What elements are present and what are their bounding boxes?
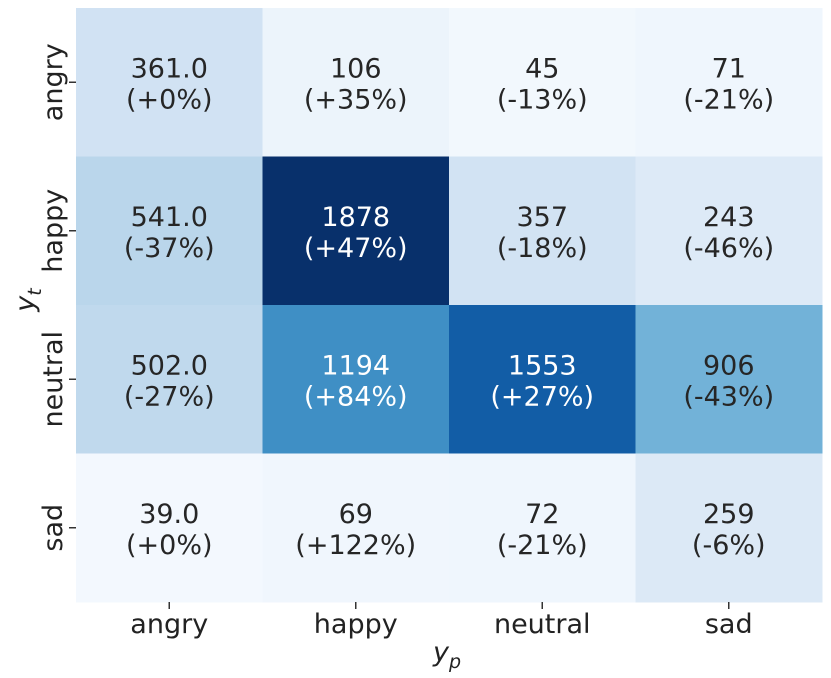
heatmap-cell-neutral-neutral bbox=[449, 305, 636, 454]
heatmap-cell-happy-sad bbox=[635, 156, 823, 306]
cell-change-label: (-27%) bbox=[124, 381, 215, 412]
heatmap-cell-sad-neutral bbox=[449, 453, 636, 603]
cell-value-label: 1553 bbox=[508, 350, 577, 381]
y-tick-label-sad: sad bbox=[38, 504, 69, 552]
cell-value-label: 906 bbox=[703, 350, 755, 381]
cell-change-label: (-13%) bbox=[497, 84, 588, 115]
cell-change-label: (+35%) bbox=[304, 84, 408, 115]
heatmap-cell-neutral-sad bbox=[635, 305, 823, 454]
cell-change-label: (+27%) bbox=[490, 381, 594, 412]
cell-change-label: (+0%) bbox=[126, 530, 213, 561]
cell-value-label: 541.0 bbox=[131, 202, 208, 233]
cell-value-label: 502.0 bbox=[131, 350, 208, 381]
x-axis-label: yp bbox=[432, 637, 461, 673]
cell-change-label: (+0%) bbox=[126, 84, 213, 115]
cell-change-label: (-6%) bbox=[692, 530, 766, 561]
y-axis-ticks: angry happy neutral sad bbox=[38, 43, 76, 552]
y-tick-label-angry: angry bbox=[38, 43, 69, 121]
cell-value-label: 1194 bbox=[321, 350, 390, 381]
heatmap-cell-angry-neutral bbox=[449, 8, 636, 157]
cell-value-label: 71 bbox=[712, 53, 746, 84]
cell-change-label: (-21%) bbox=[497, 530, 588, 561]
cell-value-label: 361.0 bbox=[131, 53, 208, 84]
heatmap-cell-neutral-happy bbox=[262, 305, 450, 454]
cell-change-label: (-21%) bbox=[683, 84, 774, 115]
x-tick-label-neutral: neutral bbox=[494, 609, 591, 640]
x-tick-label-angry: angry bbox=[130, 609, 208, 640]
cell-change-label: (-18%) bbox=[497, 233, 588, 264]
cell-value-label: 45 bbox=[525, 53, 559, 84]
cell-value-label: 1878 bbox=[321, 202, 390, 233]
cell-value-label: 72 bbox=[525, 499, 559, 530]
cell-value-label: 69 bbox=[339, 499, 373, 530]
cell-change-label: (+122%) bbox=[295, 530, 416, 561]
heatmap-cell-angry-happy bbox=[262, 8, 450, 157]
x-tick-label-happy: happy bbox=[314, 609, 398, 640]
cell-change-label: (-37%) bbox=[124, 233, 215, 264]
x-tick-label-sad: sad bbox=[705, 609, 753, 640]
heatmap-cell-sad-sad bbox=[635, 453, 823, 603]
cell-change-label: (-43%) bbox=[683, 381, 774, 412]
y-tick-label-happy: happy bbox=[38, 189, 69, 273]
heatmap-cell-happy-angry bbox=[76, 156, 263, 306]
y-axis-label: yt bbox=[10, 287, 46, 313]
cell-change-label: (+47%) bbox=[304, 233, 408, 264]
heatmap-cell-angry-sad bbox=[635, 8, 823, 157]
x-axis-ticks: angry happy neutral sad bbox=[130, 602, 753, 640]
heatmap-cell-angry-angry bbox=[76, 8, 263, 157]
heatmap-cell-happy-neutral bbox=[449, 156, 636, 306]
cell-change-label: (+84%) bbox=[304, 381, 408, 412]
cell-change-label: (-46%) bbox=[683, 233, 774, 264]
cell-value-label: 243 bbox=[703, 202, 755, 233]
heatmap-cell-happy-happy bbox=[262, 156, 450, 306]
cell-value-label: 39.0 bbox=[139, 499, 199, 530]
cell-value-label: 106 bbox=[330, 53, 382, 84]
heatmap-cell-neutral-angry bbox=[76, 305, 263, 454]
heatmap-cell-sad-angry bbox=[76, 453, 263, 603]
cell-value-label: 357 bbox=[516, 202, 568, 233]
heatmap-cells: 361.0(+0%)106(+35%)45(-13%)71(-21%)541.0… bbox=[76, 8, 823, 603]
y-tick-label-neutral: neutral bbox=[38, 331, 69, 428]
cell-value-label: 259 bbox=[703, 499, 755, 530]
heatmap-cell-sad-happy bbox=[262, 453, 450, 603]
